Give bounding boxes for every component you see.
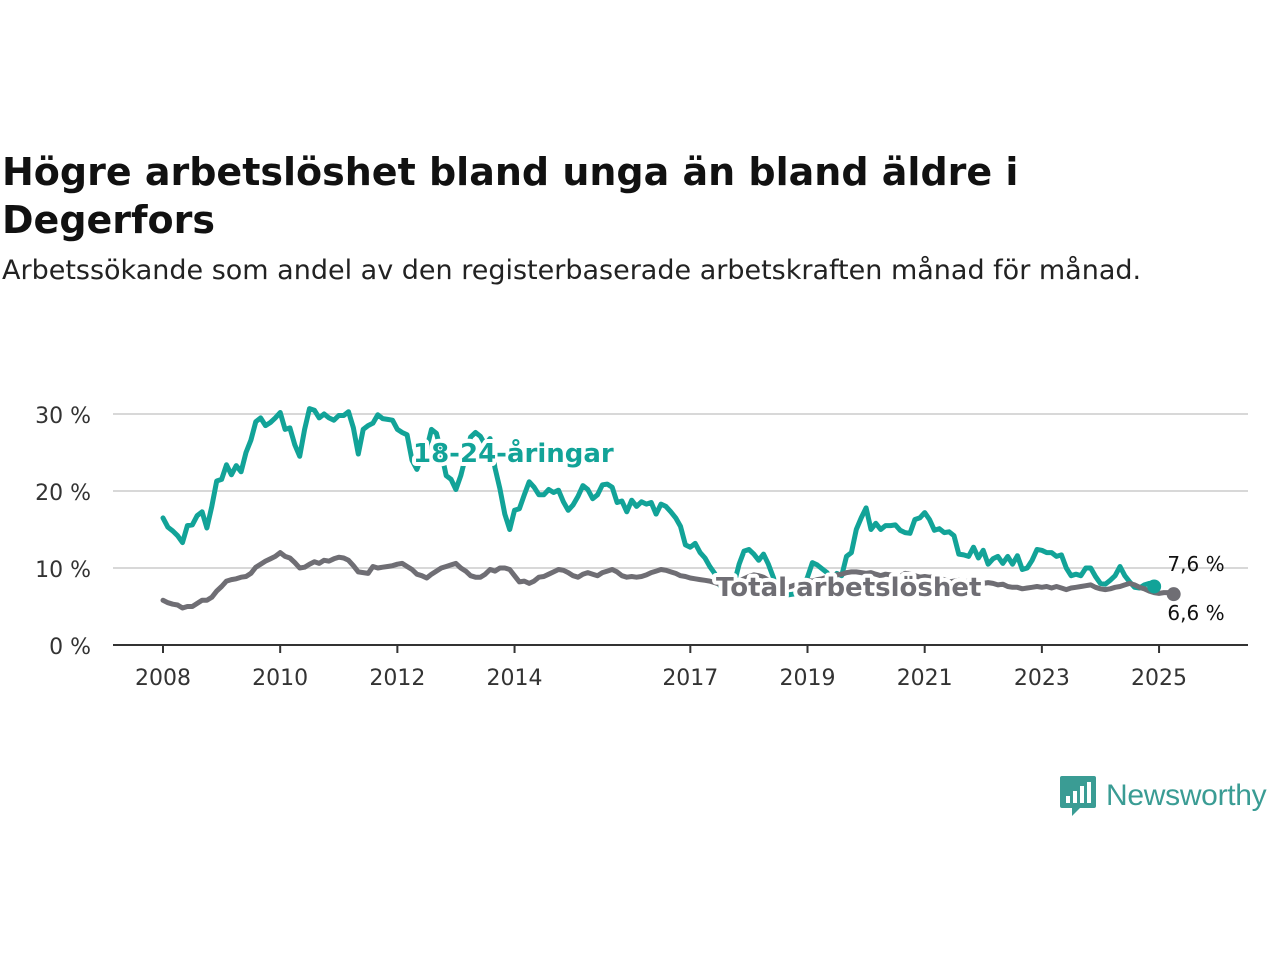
- end-label-total: 6,6 %: [1167, 601, 1224, 625]
- series-lines: [160, 406, 1181, 611]
- logo-text: Newsworthy: [1106, 779, 1267, 812]
- series-labels: 18-24-åringar Total arbetslöshet 7,6 % 6,6 …: [409, 433, 1225, 625]
- x-tick-label: 2017: [662, 666, 718, 691]
- x-tick-label: 2025: [1131, 666, 1187, 691]
- series-label-total: Total arbetslöshet: [716, 573, 981, 603]
- y-tick-label: 0 %: [49, 635, 91, 660]
- y-tick-label: 30 %: [35, 404, 91, 429]
- series-line-total: [160, 550, 1177, 611]
- series-label-youth: 18-24-åringar: [413, 437, 614, 469]
- bar-chart-speech-bubble-icon: [1060, 776, 1096, 816]
- x-tick-label: 2019: [780, 666, 836, 691]
- y-tick-label: 20 %: [35, 481, 91, 506]
- y-tick-label: 10 %: [35, 558, 91, 583]
- x-tick-label: 2008: [135, 666, 191, 691]
- end-point-total: [1166, 587, 1181, 602]
- series-line-youth: [160, 406, 1157, 598]
- y-axis-ticks: 0 % 10 % 20 % 30 %: [35, 404, 91, 660]
- chart-subtitle: Arbetssökande som andel av den registerb…: [2, 255, 1142, 286]
- end-label-youth: 7,6 %: [1167, 552, 1224, 576]
- line-chart: 0 % 10 % 20 % 30 % 2008 2010 2012 2014 2017 2019…: [35, 404, 1248, 691]
- x-tick-label: 2010: [252, 666, 308, 691]
- x-tick-label: 2021: [897, 666, 953, 691]
- grid-lines: [113, 413, 1248, 569]
- chart-title: Högre arbetslöshet bland unga än bland ä…: [2, 150, 1019, 242]
- x-tick-label: 2023: [1014, 666, 1070, 691]
- x-tick-label: 2014: [487, 666, 543, 691]
- newsworthy-logo: Newsworthy: [1058, 774, 1267, 818]
- x-axis-ticks: 2008 2010 2012 2014 2017 2019 2021 2023 2025: [135, 645, 1187, 691]
- end-point-youth: [1147, 579, 1162, 594]
- x-tick-label: 2012: [369, 666, 425, 691]
